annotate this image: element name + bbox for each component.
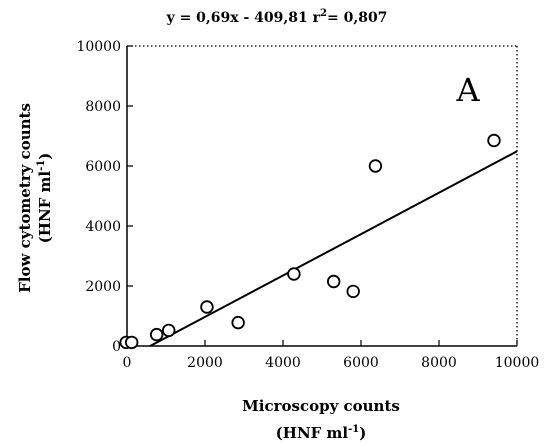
panel-label: A xyxy=(455,71,480,109)
regression-line xyxy=(149,150,518,347)
y-tick-label: 6000 xyxy=(85,159,121,175)
y-tick-label: 8000 xyxy=(85,99,121,115)
scatter-point xyxy=(346,284,360,299)
y-tick-label: 0 xyxy=(112,339,121,355)
plot-area: 0 2000 4000 6000 8000 10000 0 2000 4000 6000 8000 1… xyxy=(76,39,539,371)
scatter-point xyxy=(287,267,301,281)
y-tick-label: 4000 xyxy=(85,219,121,235)
scatter-point xyxy=(162,323,176,338)
scatter-point xyxy=(149,327,164,342)
x-tick-label: 4000 xyxy=(265,355,301,371)
scatter-point xyxy=(327,274,341,289)
x-axis-title: Microscopy counts xyxy=(242,397,400,415)
x-axis-unit-label: (HNF ml-1) xyxy=(276,424,367,442)
scatter-point xyxy=(487,133,501,148)
regression-equation: y = 0,69x - 409,81 r2= 0,807 xyxy=(166,8,388,26)
y-axis-unit-label: (HNF ml-1) xyxy=(36,153,54,244)
x-tick-label: 2000 xyxy=(187,355,223,371)
x-tick-label: 0 xyxy=(123,355,132,371)
scatter-point xyxy=(124,335,139,350)
scatter-point xyxy=(368,159,383,173)
scatter-point xyxy=(231,315,245,330)
x-tick-label: 8000 xyxy=(421,355,457,371)
y-axis-title: Flow cytometry counts xyxy=(16,103,34,293)
scatter-point xyxy=(200,300,214,314)
x-tick-label: 6000 xyxy=(343,355,379,371)
y-tick-label: 2000 xyxy=(85,279,121,295)
x-tick-label: 10000 xyxy=(495,355,540,371)
y-tick-label: 10000 xyxy=(76,39,121,55)
